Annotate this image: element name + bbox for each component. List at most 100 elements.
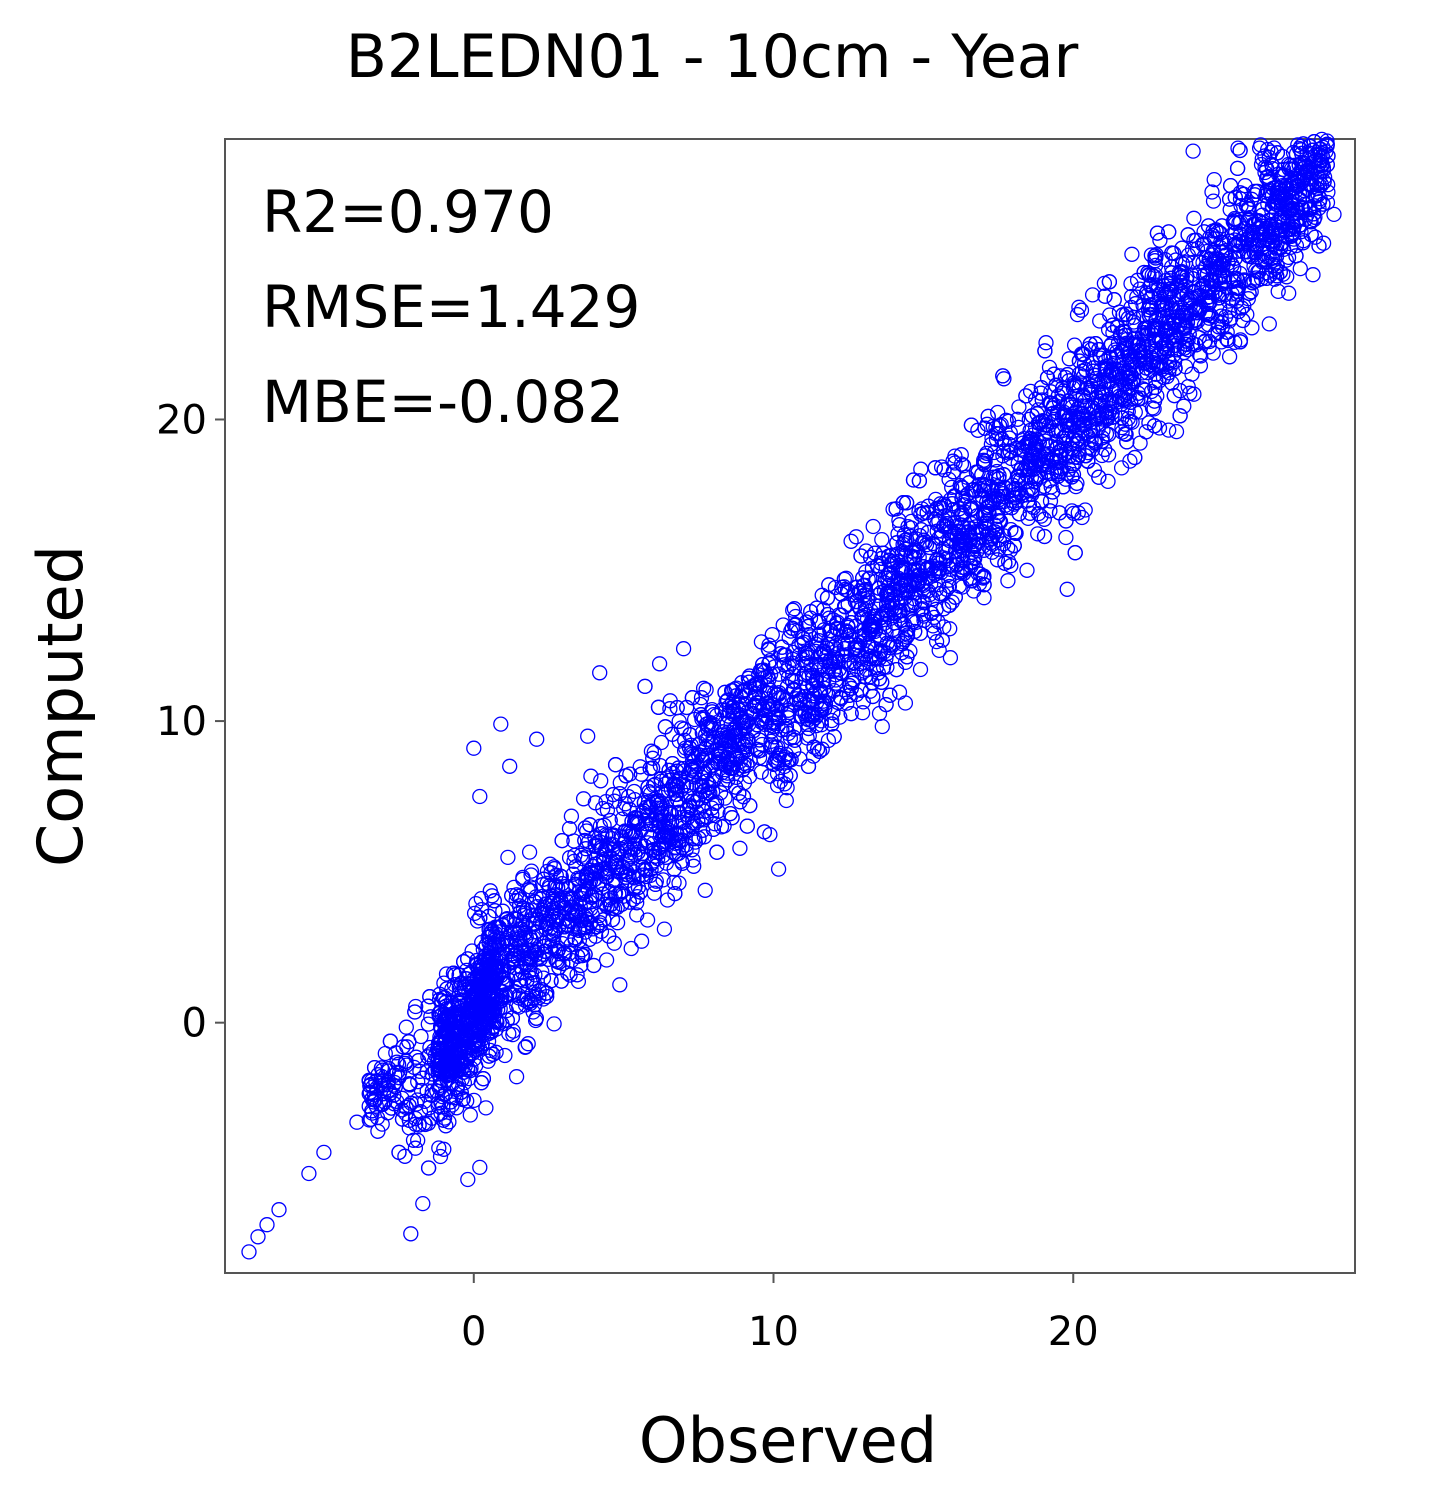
scatter-point [875,545,891,561]
scatter-point [436,1110,453,1126]
scatter-point [1143,383,1160,400]
scatter-point [754,700,771,716]
scatter-point [568,907,584,924]
scatter-point [893,576,909,592]
scatter-point [776,647,792,663]
scatter-point [573,957,589,974]
scatter-point [1270,283,1286,300]
scatter-point [462,1107,478,1123]
scatter-point [808,643,824,660]
scatter-point [779,679,795,695]
scatter-point [641,784,657,800]
scatter-point [632,884,649,900]
scatter-point [1283,228,1299,244]
scatter-point [622,844,638,861]
scatter-point [1157,300,1173,316]
scatter-point [1172,317,1188,333]
scatter-point [825,628,842,644]
scatter-point [1113,390,1129,406]
scatter-point [1214,218,1230,234]
scatter-point [972,566,989,582]
scatter-point [1068,391,1084,407]
scatter-point [1022,433,1038,450]
scatter-point [1094,385,1110,401]
scatter-point [1259,161,1275,177]
scatter-point [517,1039,534,1055]
scatter-point [1121,349,1137,365]
scatter-point [1135,381,1151,397]
scatter-point [1244,275,1261,291]
scatter-point [373,1060,390,1076]
scatter-point [466,905,483,922]
scatter-point [830,694,846,711]
scatter-point [607,757,624,773]
scatter-point [460,951,476,967]
scatter-point [595,886,611,902]
scatter-point [1067,545,1083,561]
scatter-point [1100,447,1117,463]
scatter-point [1164,245,1180,261]
scatter-point [899,649,915,665]
scatter-point [1036,528,1053,545]
scatter-point [1130,391,1146,408]
scatter-point [788,617,804,633]
scatter-point [852,635,868,651]
scatter-point [1084,400,1101,416]
scatter-point [598,869,615,885]
scatter-point [1100,473,1116,490]
scatter-point [666,874,682,891]
scatter-point [1235,236,1251,252]
scatter-point [619,864,635,880]
scatter-point [1306,134,1322,150]
scatter-point [885,621,901,638]
scatter-point [769,777,786,794]
scatter-point [1139,287,1156,304]
scatter-point [682,799,698,816]
scatter-point [991,426,1007,442]
scatter-point [843,533,859,549]
scatter-point [825,639,842,655]
scatter-point [891,684,908,700]
scatter-point [1037,433,1053,449]
scatter-point [1146,401,1162,417]
scatter-point [811,614,828,631]
scatter-point [1221,191,1238,207]
scatter-point [1117,324,1133,340]
scatter-point [963,417,980,433]
scatter-point [1008,481,1024,497]
scatter-point [481,929,498,945]
scatter-point [1064,469,1080,485]
scatter-point [1230,140,1246,156]
scatter-point [1092,313,1108,329]
scatter-point [809,741,826,757]
scatter-point [523,863,540,879]
scatter-point [604,854,620,870]
scatter-point [564,891,580,907]
scatter-point [775,617,791,633]
chart-title: B2LEDN01 - 10cm - Year [346,22,1079,92]
scatter-point [623,940,639,957]
scatter-point [1259,170,1275,186]
scatter-point [945,453,961,469]
scatter-point [1305,142,1321,158]
scatter-point [840,619,856,635]
scatter-point [878,625,894,641]
scatter-point [911,549,927,565]
scatter-point [855,694,871,710]
scatter-point [401,1097,417,1114]
scatter-point [1167,360,1183,376]
scatter-point [915,559,931,575]
scatter-point [747,685,764,702]
scatter-point [1054,385,1070,402]
scatter-point [936,517,953,533]
scatter-point [1192,358,1209,374]
scatter-point [1091,341,1107,358]
scatter-point [593,773,609,789]
scatter-point [1191,347,1208,363]
scatter-point [618,869,634,885]
scatter-point [766,756,782,772]
scatter-point [538,920,554,936]
scatter-point [453,975,469,991]
scatter-point [1176,398,1192,414]
scatter-point [621,824,638,841]
